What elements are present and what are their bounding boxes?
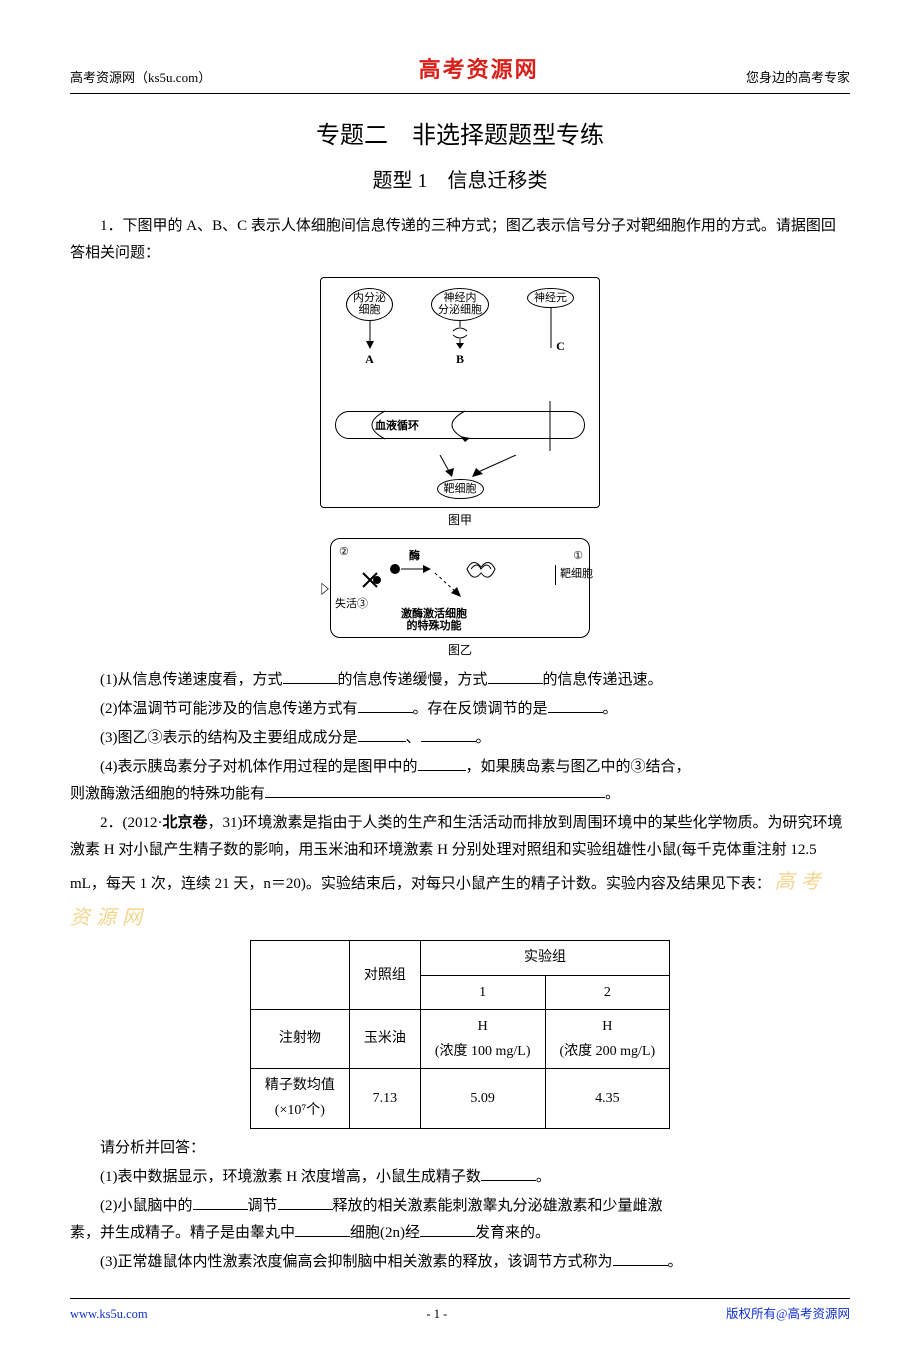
node-neuron: 神经元 [527,288,574,309]
q2-post: 请分析并回答： [70,1135,850,1162]
blank [420,1220,475,1237]
arrow-a-icon [360,321,380,349]
label-b: B [456,349,464,371]
blank [613,1249,668,1266]
blank [548,697,603,714]
footer-page-number: - 1 - [426,1303,447,1326]
blank [358,697,413,714]
blank [358,726,406,743]
header-left: 高考资源网（ks5u.com） [70,66,211,89]
figure-a-caption: 图甲 [448,510,472,532]
footer-copyright: 版权所有@高考资源网 [726,1303,850,1326]
label-3: 失活③ [335,595,368,615]
blank [481,1164,536,1181]
to-target-arrows-icon [380,455,540,479]
q2-p3: (3)正常雄鼠体内性激素浓度偏高会抑制脑中相关激素的释放，该调节方式称为。 [70,1249,850,1276]
q1-p4-line1: (4)表示胰岛素分子对机体作用过程的是图甲中的，如果胰岛素与图乙中的③结合， [70,754,850,781]
blank [295,1220,350,1237]
node-target: 靶细胞 [437,479,484,500]
header-row: 高考资源网（ks5u.com） 高考资源网 您身边的高考专家 [70,50,850,94]
q2-intro: 2．(2012·北京卷，31)环境激素是指由于人类的生产和生活活动而排放到周围环… [70,810,850,936]
pointer-icon: ▷ [321,575,328,604]
header-right: 您身边的高考专家 [746,66,850,89]
q1-p4-line2: 则激酶激活细胞的特殊功能有。 [70,781,850,808]
q1-intro: 1．下图甲的 A、B、C 表示人体细胞间信息传递的三种方式；图乙表示信号分子对靶… [70,213,850,267]
main-title: 专题二 非选择题题型专练 [70,114,850,157]
label-target-cell: 靶细胞 [555,565,593,585]
node-neuroendocrine: 神经内 分泌细胞 [431,288,489,321]
blank [421,726,476,743]
label-1: ① [573,547,583,567]
blank [193,1193,248,1210]
q2-p2-line2: 素，并生成精子。精子是由睾丸中细胞(2n)经发育来的。 [70,1220,850,1247]
header-center-logo: 高考资源网 [419,50,539,90]
label-c: C [556,336,565,358]
flow-arrows-icon [329,401,591,451]
synapse-b-icon [445,321,475,349]
label-kinase: 激酶激活细胞 的特殊功能 [401,608,467,633]
blank [418,755,466,772]
figure-a-block: 内分泌 细胞 A 神经内 分泌细胞 B [70,277,850,662]
experiment-table: 对照组 实验组 1 2 注射物 玉米油 H(浓度 100 mg/L) H(浓度 … [250,940,670,1128]
diagram-a: 内分泌 细胞 A 神经内 分泌细胞 B [320,277,600,509]
node-endocrine: 内分泌 细胞 [346,288,393,321]
q2-p1: (1)表中数据显示，环境激素 H 浓度增高，小鼠生成精子数。 [70,1164,850,1191]
table-row: 注射物 玉米油 H(浓度 100 mg/L) H(浓度 200 mg/L) [250,1009,669,1068]
blank [265,782,605,799]
sub-title: 题型 1 信息迁移类 [70,163,850,199]
q1-p2: (2)体温调节可能涉及的信息传递方式有。存在反馈调节的是。 [70,696,850,723]
figure-b-caption: 图乙 [330,640,590,662]
q1-p3: (3)图乙③表示的结构及主要组成成分是、。 [70,725,850,752]
label-2: ② [339,543,349,563]
blank [278,1193,333,1210]
blank [488,668,543,685]
label-a: A [365,349,374,371]
blank [283,668,338,685]
diagram-b: ▷ ② 失活③ 酶 [330,538,590,662]
pathway-icon [387,553,507,609]
q1-p1: (1)从信息传递速度看，方式的信息传递缓慢，方式的信息传递迅速。 [70,667,850,694]
q2-p2-line1: (2)小鼠脑中的调节释放的相关激素能刺激睾丸分泌雄激素和少量雌激 [70,1193,850,1220]
table-row: 精子数均值(×10⁷个) 7.13 5.09 4.35 [250,1069,669,1128]
table-row: 对照组 实验组 [250,941,669,975]
footer-link[interactable]: www.ks5u.com [70,1303,148,1326]
page-container: 高考资源网（ks5u.com） 高考资源网 您身边的高考专家 专题二 非选择题题… [0,0,920,1365]
